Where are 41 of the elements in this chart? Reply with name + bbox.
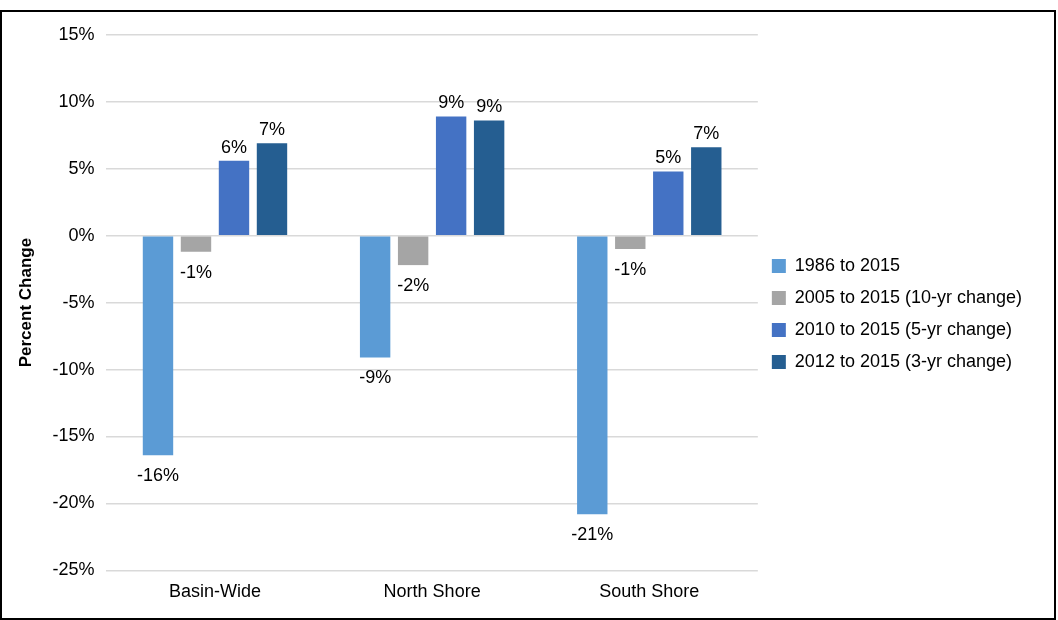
bar (218, 160, 250, 235)
data-label: -2% (397, 275, 430, 296)
data-label: -21% (571, 524, 614, 545)
bar (397, 236, 429, 266)
bar (691, 147, 722, 235)
bar (435, 116, 467, 235)
legend-label: 1986 to 2015 (794, 254, 900, 275)
y-axis-title: Percent Change (15, 237, 35, 368)
data-label: 9% (438, 92, 465, 113)
data-label: 7% (258, 119, 285, 140)
x-tick-label: Basin-Wide (168, 581, 262, 602)
y-tick-label: -15% (52, 425, 95, 446)
data-label: -16% (136, 465, 180, 486)
bar (653, 171, 684, 235)
data-label: -1% (614, 259, 647, 280)
y-tick-label: -10% (52, 358, 95, 379)
y-tick-label: 0% (68, 224, 95, 245)
y-tick-label: -5% (62, 291, 95, 312)
x-tick-label: North Shore (383, 581, 481, 602)
y-tick-label: 15% (58, 23, 95, 44)
data-label: 9% (476, 96, 503, 117)
bar (577, 236, 608, 515)
legend-label: 2012 to 2015 (3-yr change) (794, 350, 1012, 371)
bar (615, 236, 646, 250)
y-tick-label: -25% (52, 559, 95, 580)
data-label: -9% (359, 367, 392, 388)
y-tick-label: 10% (58, 90, 95, 111)
bar (142, 236, 174, 456)
x-tick-label: South Shore (599, 581, 700, 602)
data-label: 6% (220, 136, 247, 157)
bar (473, 120, 505, 235)
legend-label: 2010 to 2015 (5-yr change) (794, 318, 1012, 339)
legend-label: 2005 to 2015 (10-yr change) (794, 286, 1022, 307)
y-tick-label: -20% (52, 492, 95, 513)
data-label: -1% (179, 261, 212, 282)
data-label: 5% (655, 147, 682, 168)
bar (180, 236, 212, 252)
y-tick-label: 5% (68, 157, 95, 178)
data-label: 7% (693, 123, 720, 144)
bar (256, 143, 288, 235)
bar (359, 236, 391, 358)
